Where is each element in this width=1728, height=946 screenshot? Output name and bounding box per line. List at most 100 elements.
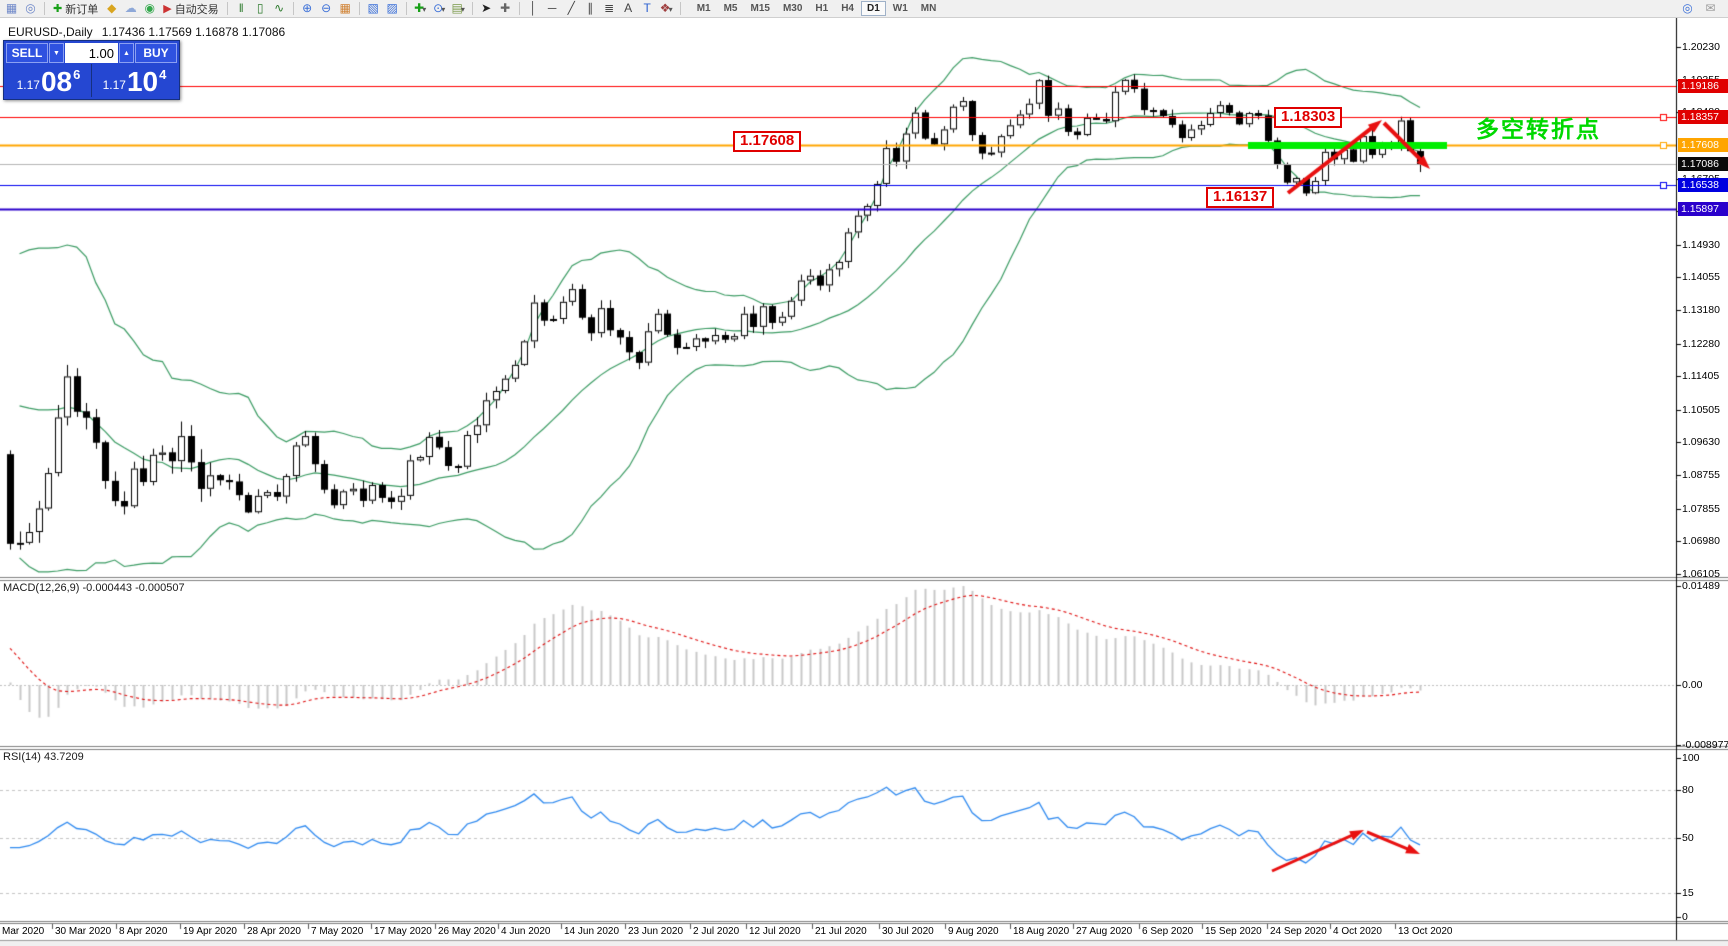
chart-preview-icon: ◎ <box>25 0 36 15</box>
arrows-icon[interactable]: ❖▾ <box>658 1 675 17</box>
cursor-icon[interactable]: ➤ <box>478 1 495 17</box>
buy-button[interactable]: BUY <box>135 43 177 63</box>
channel-icon[interactable]: ∥ <box>582 1 599 17</box>
timeframe-button-MN[interactable]: MN <box>920 3 937 14</box>
trendline-icon[interactable]: ╱ <box>563 1 580 17</box>
price-tick: 1.07855 <box>1682 503 1720 515</box>
arrows-icon: ❖ <box>659 0 671 15</box>
date-label: 7 May 2020 <box>311 926 364 937</box>
buy-price-big: 10 <box>126 66 159 97</box>
crosshair-icon[interactable]: ✚ <box>497 1 514 17</box>
chart-canvas[interactable] <box>0 18 1728 946</box>
price-tick: 1.12280 <box>1682 338 1720 350</box>
vertical-line-icon[interactable]: │ <box>525 1 542 17</box>
volume-decrease-button[interactable]: ▼ <box>49 43 64 63</box>
toolbar-separator <box>471 2 473 15</box>
text-icon[interactable]: A <box>620 1 637 17</box>
date-label: 19 Apr 2020 <box>183 926 237 937</box>
autotrade-button[interactable]: ▶ 自动交易 <box>160 1 221 17</box>
gold-icon[interactable]: ◆ <box>103 1 120 17</box>
timeframe-button-M5[interactable]: M5 <box>723 3 738 14</box>
price-flag-pivot[interactable]: 1.17608 <box>733 131 802 152</box>
bar-chart-icon[interactable]: ‖ <box>233 1 250 17</box>
date-label: 4 Jun 2020 <box>501 926 551 937</box>
timeframe-button-D1[interactable]: D1 <box>861 1 886 16</box>
fibonacci-icon: ≣ <box>604 0 615 15</box>
chat-icon[interactable]: ✉ <box>1705 0 1716 15</box>
rsi-value: 43.7209 <box>43 751 84 763</box>
date-label: 8 Apr 2020 <box>119 926 168 937</box>
text-label-icon[interactable]: T <box>639 1 656 17</box>
bar-chart-icon: ‖ <box>238 0 244 15</box>
zoom-in-icon[interactable]: ⊕ <box>299 1 316 17</box>
price-flag-high[interactable]: 1.18303 <box>1274 107 1343 128</box>
macd-axis-tick: 0.00 <box>1682 679 1703 691</box>
fibonacci-icon[interactable]: ≣ <box>601 1 618 17</box>
zoom-out-icon[interactable]: ⊖ <box>318 1 335 17</box>
date-label: 18 Aug 2020 <box>1013 926 1070 937</box>
macd-values: -0.000443 -0.000507 <box>82 582 185 594</box>
indicators-window-icon: ▧ <box>367 0 379 15</box>
price-flag-low[interactable]: 1.16137 <box>1206 187 1275 208</box>
indicators-window-icon[interactable]: ▧ <box>365 1 382 17</box>
text-icon: A <box>624 0 633 15</box>
add-indicator-button[interactable]: ✚▾ <box>412 1 429 17</box>
macd-label: MACD(12,26,9) <box>3 582 80 594</box>
text-label-icon: T <box>643 0 651 15</box>
date-label: 2 Jul 2020 <box>693 926 740 937</box>
rsi-axis-tick: 0 <box>1682 911 1688 923</box>
signals-icon[interactable]: ◉ <box>141 1 158 17</box>
price-badge: 1.17086 <box>1678 157 1728 171</box>
periods-button[interactable]: ⊙▾ <box>431 1 448 17</box>
timeframe-button-H1[interactable]: H1 <box>815 3 829 14</box>
horizontal-line-icon[interactable]: ─ <box>544 1 561 17</box>
search-icon[interactable]: ◎ <box>1682 0 1693 15</box>
timeframe-button-W1[interactable]: W1 <box>892 3 908 14</box>
community-icon[interactable]: ☁ <box>122 1 139 17</box>
cursor-icon: ➤ <box>481 0 492 15</box>
rsi-axis-tick: 80 <box>1682 784 1694 796</box>
sell-price-big: 08 <box>40 66 73 97</box>
buy-price[interactable]: 1.17 10 4 <box>92 64 177 97</box>
zoom-in-icon: ⊕ <box>302 0 313 15</box>
date-label: 28 Apr 2020 <box>247 926 301 937</box>
price-tick: 1.06105 <box>1682 568 1720 580</box>
date-label: 14 Jun 2020 <box>564 926 620 937</box>
timeframe-button-H4[interactable]: H4 <box>841 3 854 14</box>
new-order-button: ✚ <box>53 3 63 15</box>
rsi-label: RSI(14) <box>3 751 41 763</box>
chart-window-icon[interactable]: ▦ <box>3 1 20 17</box>
chart-preview-icon[interactable]: ◎ <box>22 1 39 17</box>
date-label: 30 Mar 2020 <box>55 926 112 937</box>
horizontal-line-icon: ─ <box>547 0 557 15</box>
volume-input[interactable] <box>65 43 118 63</box>
timeframe-group: M1 M5 M15 M30 H1 H4 D1 W1 MN <box>691 1 943 16</box>
chevron-down-icon: ▾ <box>422 4 427 14</box>
tile-windows-icon[interactable]: ▦ <box>337 1 354 17</box>
price-badge: 1.15897 <box>1678 202 1728 216</box>
chart-ohlc-header: EURUSD-,Daily 1.17436 1.17569 1.16878 1.1… <box>8 25 285 39</box>
line-chart-icon[interactable]: ∿ <box>271 1 288 17</box>
new-order-button[interactable]: ✚ 新订单 <box>50 1 101 17</box>
macd-axis-tick: -0.008977 <box>1682 739 1728 751</box>
timeframe-button-M1[interactable]: M1 <box>696 3 711 14</box>
toolbar-separator <box>226 2 228 15</box>
timeframe-button-M30[interactable]: M30 <box>782 3 803 14</box>
price-tick: 1.08755 <box>1682 469 1720 481</box>
indicator-list-icon[interactable]: ▨ <box>384 1 401 17</box>
sell-button[interactable]: SELL <box>6 43 48 63</box>
date-label: 26 May 2020 <box>438 926 496 937</box>
price-tick: 1.09630 <box>1682 436 1720 448</box>
timeframe-button-M15[interactable]: M15 <box>750 3 770 14</box>
candlestick-chart-icon[interactable]: ▯ <box>252 1 269 17</box>
chevron-down-icon: ▾ <box>441 4 446 14</box>
chart-ohlc-values: 1.17436 1.17569 1.16878 1.17086 <box>101 25 286 39</box>
volume-increase-button[interactable]: ▲ <box>119 43 134 63</box>
templates-button[interactable]: ▤▾ <box>450 1 467 17</box>
pivot-note-text[interactable]: 多空转折点 <box>1476 116 1601 142</box>
channel-icon: ∥ <box>587 0 594 15</box>
sell-price[interactable]: 1.17 08 6 <box>6 64 91 97</box>
date-label: Mar 2020 <box>2 926 45 937</box>
toolbar-separator <box>679 2 681 15</box>
